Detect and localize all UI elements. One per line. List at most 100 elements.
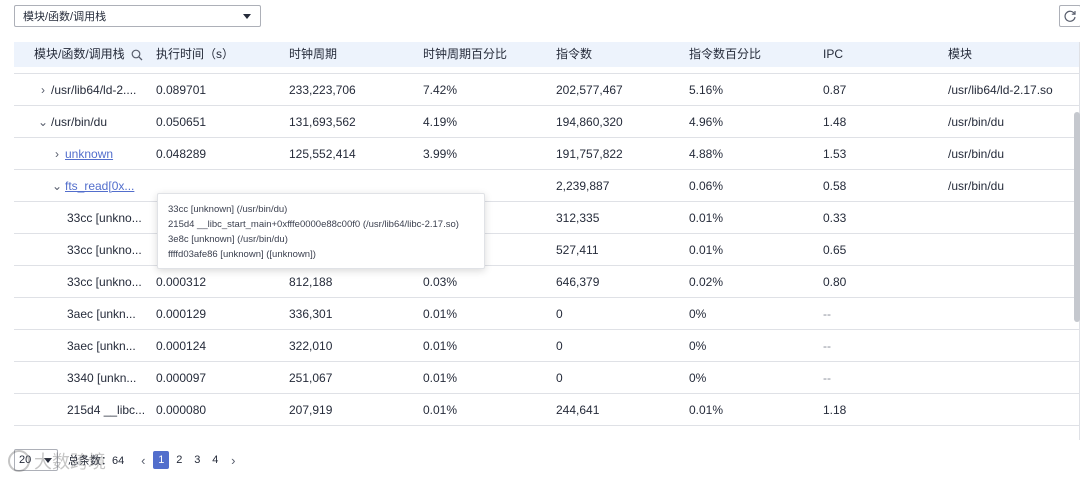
instr-cell: 312,335: [556, 210, 600, 225]
cycles-cell: 336,301: [289, 306, 333, 321]
row-name-cell: 3340 [unkn...: [14, 371, 156, 385]
exec-time-cell: 0.000124: [156, 338, 207, 353]
row-name: 215d4 __libc...: [67, 402, 146, 417]
row-name: /usr/lib64/ld-2....: [51, 82, 137, 97]
cycles-pct-cell: 0.01%: [423, 338, 458, 353]
table-row[interactable]: ⌄/usr/bin/du 0.050651 131,693,562 4.19% 194,…: [14, 106, 1079, 138]
column-header[interactable]: 模块/函数/调用栈: [14, 42, 156, 67]
ipc-cell: 0.87: [823, 82, 847, 97]
instr-pct-cell: 4.96%: [689, 114, 724, 129]
instr-pct-cell: 0.02%: [689, 274, 724, 289]
cycles-cell: 233,223,706: [289, 82, 356, 97]
ipc-cell: 0.65: [823, 242, 847, 257]
table-row[interactable]: ›/usr/lib64/libc-2...0.5597141,055,236,2…: [14, 67, 1079, 74]
column-header[interactable]: 时钟周期百分比: [423, 47, 508, 61]
exec-time-cell: 0.089701: [156, 82, 207, 97]
column-header[interactable]: 执行时间（s）: [156, 47, 235, 61]
ipc-cell: 0.58: [823, 178, 847, 193]
instr-pct-cell: 0.01%: [689, 242, 724, 257]
function-link[interactable]: unknown: [65, 146, 114, 161]
refresh-button[interactable]: [1059, 5, 1080, 27]
prev-page-button[interactable]: ‹: [141, 452, 146, 468]
cycles-cell: 125,552,414: [289, 146, 356, 161]
call-stack-tooltip: 33cc [unknown] (/usr/bin/du) 215d4 __lib…: [157, 193, 485, 269]
search-icon[interactable]: [131, 49, 143, 61]
row-name: 3340 [unkn...: [67, 370, 137, 385]
row-name: 3aec [unkn...: [67, 306, 136, 321]
column-header[interactable]: IPC: [823, 47, 844, 61]
page-1-button[interactable]: 1: [153, 451, 170, 469]
instr-cell: 2,239,887: [556, 178, 610, 193]
page-3-button[interactable]: 3: [194, 454, 201, 466]
row-name: 3aec [unkn...: [67, 338, 136, 353]
instr-cell: 191,757,822: [556, 146, 623, 161]
ipc-cell: 1.53: [823, 146, 847, 161]
expand-icon[interactable]: ›: [55, 146, 59, 161]
table-row[interactable]: › /usr/lib64/ld-2.... 0.089701 233,223,706 7…: [14, 74, 1079, 106]
row-name-cell: 33cc [unkno...: [14, 211, 156, 225]
instr-cell: 202,577,467: [556, 82, 623, 97]
pagination: 20 总条数：64 ‹ 1 2 3 4 ›: [14, 449, 242, 471]
cycles-cell: 207,919: [289, 402, 333, 417]
instr-pct-cell: 0%: [689, 338, 707, 353]
module-cell: /usr/bin/du: [948, 178, 1005, 193]
table-row[interactable]: 33cc [unkno... 0.000312 812,188 0.03% 646,37…: [14, 266, 1079, 298]
table-row[interactable]: › unknown 0.048289 125,552,414 3.99% 191,757,…: [14, 138, 1079, 170]
row-name-cell: 3aec [unkn...: [14, 307, 156, 321]
table-row[interactable]: 215d4 __libc... 0.000080 207,919 0.01% 244,6…: [14, 394, 1079, 426]
table-row[interactable]: 3aec [unkn... 0.000129 336,301 0.01% 0 0% --: [14, 298, 1079, 330]
ipc-cell: 0.80: [823, 274, 847, 289]
tooltip-line: ffffd03afe86 [unknown] ([unknown]): [168, 249, 316, 260]
cycles-pct-cell: 7.42%: [423, 82, 458, 97]
table-header: 模块/函数/调用栈 执行时间（s） 时钟周期 时钟周期百分比 指令数 指令数百分…: [14, 42, 1079, 67]
exec-time-cell: 0.000312: [156, 274, 207, 289]
column-header[interactable]: 时钟周期: [289, 47, 338, 61]
row-name-cell: ⌄ fts_read[0x...: [14, 179, 156, 193]
ipc-cell: --: [823, 338, 831, 353]
instr-pct-cell: 0.01%: [689, 402, 724, 417]
page-size-value: 20: [19, 454, 32, 466]
ipc-cell: --: [823, 306, 831, 321]
instr-cell: 244,641: [556, 402, 600, 417]
refresh-icon: [1064, 10, 1076, 22]
row-name-cell: 33cc [unkno...: [14, 275, 156, 289]
exec-time-cell: 0.050651: [156, 114, 207, 129]
column-header[interactable]: 指令数: [556, 47, 593, 61]
module-cell: /usr/lib64/ld-2.17.so: [948, 82, 1053, 97]
cycles-cell: 322,010: [289, 338, 333, 353]
cycles-cell: 131,693,562: [289, 114, 356, 129]
page-4-button[interactable]: 4: [212, 454, 219, 466]
instr-cell: 0: [556, 370, 563, 385]
row-name-cell: 3aec [unkn...: [14, 339, 156, 353]
exec-time-cell: 0.048289: [156, 146, 207, 161]
table-row[interactable]: 3aec [unkn... 0.000124 322,010 0.01% 0 0% --: [14, 330, 1079, 362]
column-header[interactable]: 模块: [948, 47, 973, 61]
row-name: 33cc [unkno...: [67, 210, 142, 225]
expand-icon[interactable]: ›: [41, 82, 45, 97]
row-name-cell: › /usr/lib64/ld-2....: [14, 83, 156, 97]
cycles-pct-cell: 3.99%: [423, 146, 458, 161]
collapse-icon[interactable]: ⌄: [37, 114, 49, 129]
cycles-pct-cell: 0.01%: [423, 402, 458, 417]
ipc-cell: 1.18: [823, 402, 847, 417]
instr-cell: 0: [556, 338, 563, 353]
function-link[interactable]: fts_read[0x...: [65, 178, 135, 193]
page-size-select[interactable]: 20: [14, 449, 58, 471]
table-row[interactable]: 3340 [unkn... 0.000097 251,067 0.01% 0 0% --: [14, 362, 1079, 394]
vertical-scrollbar[interactable]: [1074, 112, 1080, 322]
page-2-button[interactable]: 2: [176, 454, 183, 466]
tooltip-line: 3e8c [unknown] (/usr/bin/du): [168, 234, 288, 245]
next-page-button[interactable]: ›: [231, 452, 236, 468]
chevron-down-icon: [243, 14, 251, 19]
instr-cell: 527,411: [556, 242, 599, 257]
exec-time-cell: 0.000097: [156, 370, 207, 385]
cycles-cell: 812,188: [289, 274, 333, 289]
collapse-icon[interactable]: ⌄: [51, 178, 63, 193]
tooltip-line: 215d4 __libc_start_main+0xfffe0000e88c00…: [168, 219, 459, 230]
cycles-cell: 251,067: [289, 370, 333, 385]
view-select-dropdown[interactable]: 模块/函数/调用栈: [14, 5, 261, 27]
column-header[interactable]: 指令数百分比: [689, 47, 762, 61]
instr-pct-cell: 5.16%: [689, 82, 724, 97]
row-name-cell: ⌄/usr/bin/du: [14, 115, 156, 129]
instr-cell: 0: [556, 306, 563, 321]
